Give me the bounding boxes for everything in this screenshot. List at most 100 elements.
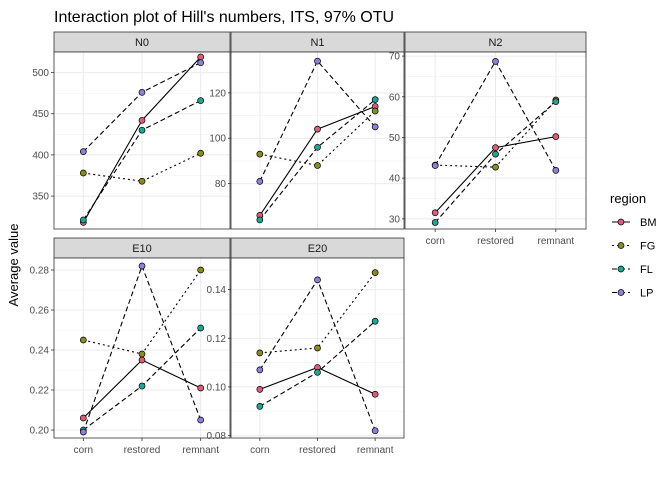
- point-bm: [138, 116, 146, 124]
- y-tick-label: 0.28: [30, 266, 50, 277]
- legend-label: FG: [640, 241, 655, 253]
- x-tick-label: remnant: [357, 445, 394, 456]
- point-bm: [492, 144, 499, 151]
- legend-entry-bm: BM: [612, 217, 657, 229]
- series-line-fg: [259, 110, 376, 167]
- point-lp: [314, 276, 321, 284]
- y-axis-title: Average value: [6, 224, 21, 307]
- point-fg: [197, 266, 205, 274]
- point-fl: [314, 368, 321, 376]
- point-fl: [197, 324, 205, 332]
- y-tick-label: 350: [32, 192, 49, 203]
- strip-label: N0: [135, 37, 149, 49]
- legend-marker: [617, 265, 625, 273]
- x-tick-label: remnant: [537, 236, 574, 247]
- y-tick-label: 60: [389, 92, 401, 103]
- point-bm: [552, 133, 560, 140]
- series-line-fg: [259, 272, 376, 354]
- x-tick-label: corn: [74, 445, 93, 456]
- point-fl: [371, 96, 379, 104]
- point-fl: [431, 219, 439, 226]
- point-fg: [492, 163, 499, 171]
- x-tick-label: restored: [477, 236, 514, 247]
- y-tick-label: 0.08: [207, 431, 227, 442]
- point-fg: [371, 269, 379, 276]
- point-fl: [138, 382, 146, 390]
- point-fg: [314, 162, 321, 169]
- legend-label: FL: [640, 264, 653, 276]
- series-line-lp: [259, 60, 376, 182]
- y-tick-label: 0.24: [30, 346, 50, 357]
- strip-label: E20: [308, 243, 328, 255]
- x-tick-label: restored: [299, 445, 336, 456]
- point-lp: [197, 59, 205, 67]
- y-tick-label: 30: [389, 214, 401, 225]
- point-bm: [138, 356, 146, 364]
- legend-label: LP: [640, 288, 653, 300]
- strip-label: N2: [488, 37, 502, 49]
- point-fl: [314, 143, 321, 151]
- legend: region BM FG FL LP: [610, 191, 657, 300]
- point-fl: [492, 150, 499, 158]
- strip-label: N1: [310, 37, 324, 49]
- panel-e20: E20 0.08 0.10 0.12 0.14 corn restored remnant: [207, 237, 405, 456]
- y-tick-label: 0.12: [207, 334, 227, 345]
- y-tick-label: 0.10: [207, 382, 227, 393]
- point-fl: [552, 98, 560, 105]
- point-bm: [79, 414, 87, 422]
- facet-panels: N0 350 400 450 500 N1 80 100 120 N2 30 40 50 60 70 corn…: [30, 31, 587, 456]
- x-tick-label: remnant: [182, 445, 219, 456]
- point-lp: [256, 366, 264, 374]
- legend-title: region: [610, 191, 646, 206]
- y-tick-label: 50: [389, 133, 401, 144]
- point-fl: [256, 216, 264, 224]
- point-fl: [79, 216, 87, 224]
- point-bm: [256, 386, 264, 393]
- point-lp: [79, 428, 87, 436]
- strip-label: E10: [132, 243, 152, 255]
- point-fg: [79, 169, 87, 177]
- legend-label: BM: [640, 217, 657, 229]
- point-lp: [314, 57, 321, 65]
- point-fg: [256, 349, 264, 357]
- point-lp: [371, 427, 379, 435]
- point-bm: [197, 53, 205, 61]
- point-fg: [371, 107, 379, 115]
- point-bm: [314, 125, 321, 133]
- legend-marker: [617, 242, 625, 249]
- panel-border: [230, 51, 405, 230]
- panel-border: [53, 51, 231, 230]
- legend-marker: [617, 289, 625, 296]
- point-lp: [138, 262, 146, 270]
- y-tick-label: 0.20: [30, 426, 50, 437]
- legend-entry-fg: FG: [612, 241, 655, 253]
- legend-marker: [617, 218, 625, 226]
- point-lp: [256, 177, 264, 185]
- point-fg: [79, 336, 87, 344]
- chart-title: Interaction plot of Hill's numbers, ITS,…: [54, 9, 394, 26]
- y-tick-label: 70: [389, 52, 401, 63]
- panel-n1: N1 80 100 120: [209, 31, 405, 230]
- point-bm: [431, 209, 439, 217]
- y-tick-label: 500: [32, 68, 49, 79]
- x-tick-label: corn: [425, 236, 444, 247]
- point-fl: [138, 126, 146, 134]
- point-bm: [371, 390, 379, 398]
- y-tick-label: 450: [32, 109, 49, 120]
- legend-entry-fl: FL: [612, 264, 653, 276]
- y-tick-label: 80: [215, 179, 227, 190]
- x-tick-label: corn: [250, 445, 269, 456]
- legend-entry-lp: LP: [612, 288, 653, 300]
- point-fl: [256, 403, 264, 410]
- point-fg: [197, 149, 205, 157]
- point-lp: [431, 162, 439, 169]
- point-lp: [138, 88, 146, 96]
- panel-n0: N0 350 400 450 500: [32, 31, 231, 230]
- y-tick-label: 100: [209, 134, 226, 145]
- y-tick-label: 0.22: [30, 386, 50, 397]
- point-fg: [138, 177, 146, 185]
- point-fl: [197, 97, 205, 104]
- point-lp: [371, 123, 379, 131]
- point-lp: [552, 167, 560, 174]
